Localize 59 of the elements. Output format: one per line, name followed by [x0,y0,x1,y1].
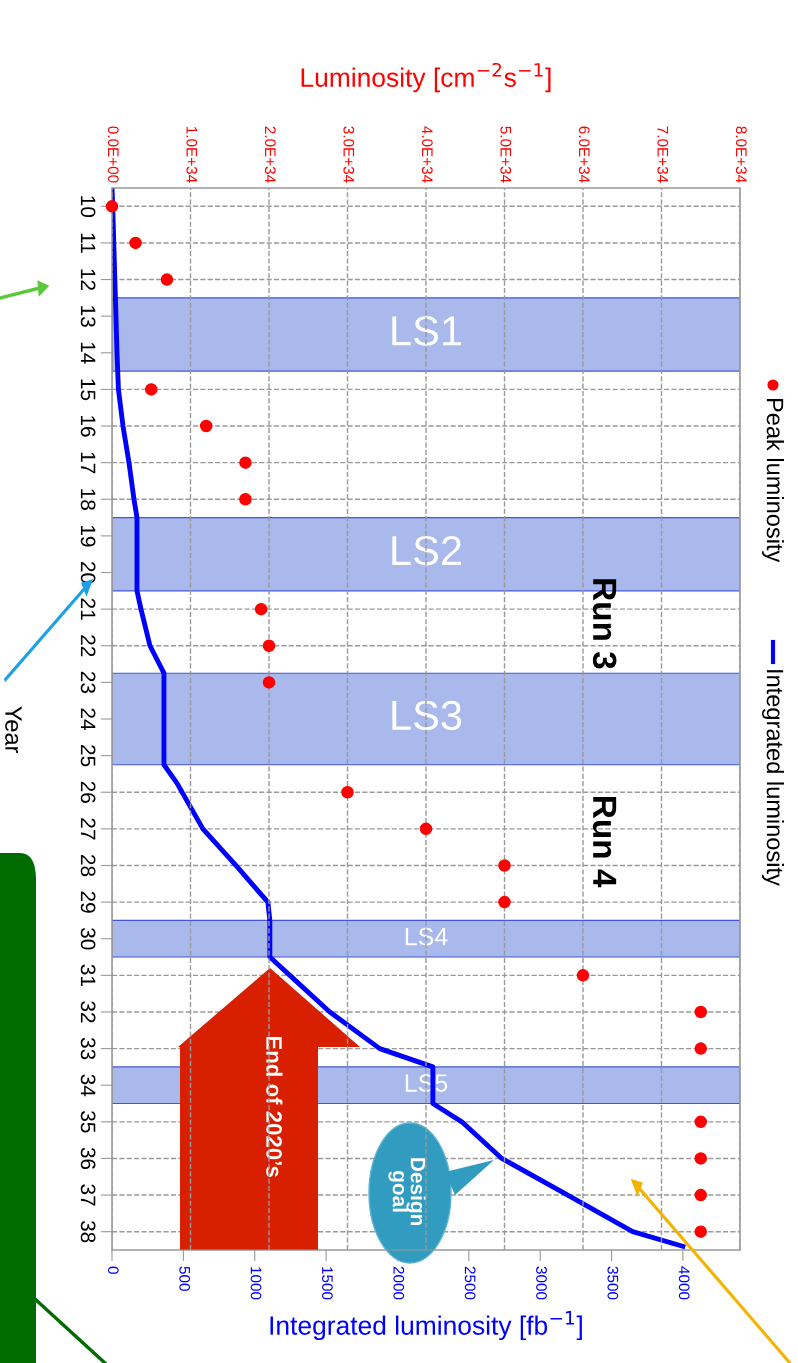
y-axis-title: Year [5,706,22,754]
y-tick-label: 16 [80,416,96,437]
y-tick-label: 35 [80,1111,96,1133]
x2-tick-label: 6.0E+34 [578,126,590,183]
x-tick-label: 3000 [536,1266,547,1300]
y-tick-label: 27 [80,818,96,840]
x-tick-label: 500 [179,1266,191,1291]
band-label: LS3 [392,700,462,731]
x2-tick-label: 0.0E+00 [107,126,119,183]
y-tick-label: 33 [80,1037,96,1060]
y-tick-label: 28 [80,854,96,877]
y-tick-label: 25 [80,745,96,767]
y-tick-label: 22 [80,635,96,657]
x-tick-label: 2000 [393,1266,405,1300]
y-tick-label: 17 [80,452,96,474]
x2-tick-label: 2.0E+34 [264,126,276,183]
annotation: Run 4 [592,797,617,888]
x2-tick-label: 3.0E+34 [343,126,355,183]
y-tick-label: 26 [80,781,96,803]
legend-label: Integrated luminosity [761,670,785,886]
x2-axis-title: Luminosity [cm$^{−2}$s$^{−1}$] [301,62,551,93]
y-tick-label: 29 [80,891,96,913]
y-tick-label: 24 [80,708,96,730]
y-tick-label: 21 [80,598,96,620]
y-tick-label: 12 [80,269,96,291]
annotation: Run 3 [592,579,617,669]
x-tick-label: 3500 [607,1266,619,1300]
y-tick-label: 15 [80,379,96,401]
y-tick-label: 32 [80,1001,96,1023]
y-tick-label: 18 [80,489,96,510]
x2-tick-label: 1.0E+34 [186,126,198,183]
x2-tick-label: 4.0E+34 [421,126,433,183]
y-tick-label: 38 [80,1220,96,1243]
y-tick-label: 37 [80,1184,96,1206]
y-tick-label: 30 [80,927,96,950]
y-tick-label: 23 [80,671,96,694]
y-tick-label: 19 [80,525,96,547]
y-tick-label: 34 [80,1074,96,1097]
y-tick-label: 14 [80,342,96,364]
band-label: LS2 [392,535,461,566]
x-tick-label: 2500 [464,1266,476,1300]
x2-tick-label: 8.0E+34 [735,126,747,183]
x-tick-label: 0 [107,1266,119,1274]
y-tick-label: 11 [80,233,96,253]
legend-label: Peak luminosity [761,398,785,563]
y-tick-label: 31 [80,964,96,986]
x-axis-title: Integrated luminosity [fb$^{−1}$] [270,1311,582,1341]
annotation: End of 2020’s [266,1036,283,1177]
x2-tick-label: 5.0E+34 [500,126,512,183]
x-tick-label: 1500 [321,1267,333,1300]
annotation: Design goal [388,1158,426,1226]
y-tick-label: 10 [80,196,96,218]
x2-tick-label: 7.0E+34 [657,126,669,183]
y-tick-label: 36 [80,1147,96,1170]
x-tick-label: 1000 [250,1267,262,1300]
band-label: LS4 [405,927,448,946]
band-label: LS1 [392,316,462,346]
x-tick-label: 4000 [678,1266,690,1300]
y-tick-label: 13 [80,306,96,327]
